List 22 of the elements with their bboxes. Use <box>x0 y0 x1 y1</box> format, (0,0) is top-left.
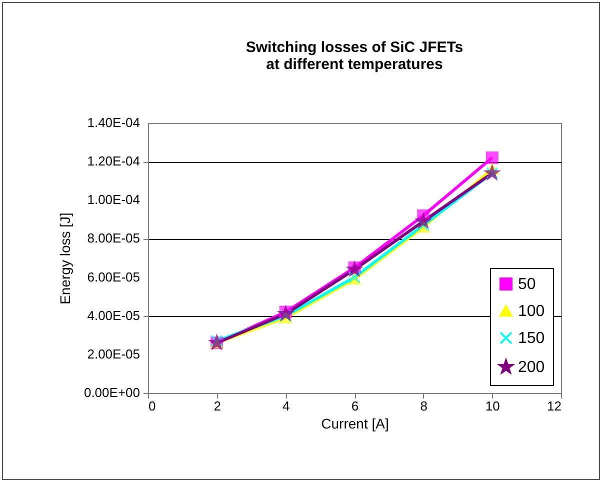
y-tick-label: 6.00E-05 <box>87 269 140 284</box>
y-tick-label: 2.00E-05 <box>87 346 140 362</box>
x-tick-label: 6 <box>351 398 359 414</box>
x-tick-label: 10 <box>485 398 500 414</box>
x-tick-label: 2 <box>214 398 221 414</box>
y-axis-title: Energy loss [J] <box>57 212 73 304</box>
y-tick-label: 1.40E-04 <box>87 115 140 130</box>
y-tick-label: 0.00E+00 <box>84 385 140 400</box>
chart-title: Switching losses of SiC JFETs at different temperatures <box>246 39 464 73</box>
y-tick-label: 1.00E-04 <box>87 192 140 208</box>
x-tick-label: 0 <box>148 398 156 414</box>
x-tick-label: 8 <box>420 398 428 414</box>
y-tick-label: 1.20E-04 <box>87 154 140 169</box>
legend-label: 50 <box>518 276 536 293</box>
legend-label: 100 <box>518 303 545 320</box>
legend-label: 200 <box>518 359 545 376</box>
x-axis-title: Current [A] <box>321 416 389 432</box>
x-tick-label: 4 <box>282 398 290 414</box>
y-tick-label: 8.00E-05 <box>87 230 140 246</box>
y-tick-label: 4.00E-05 <box>87 308 140 323</box>
legend-label: 150 <box>518 330 545 347</box>
x-tick-label: 12 <box>547 398 562 414</box>
